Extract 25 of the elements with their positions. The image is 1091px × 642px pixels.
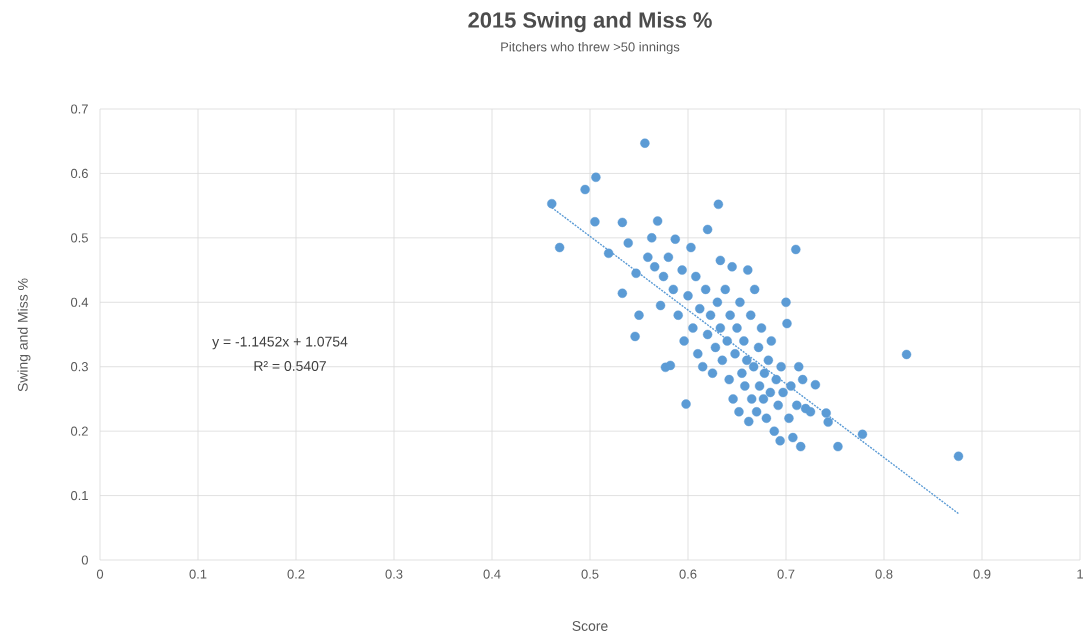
y-tick-label: 0.2 <box>70 426 88 436</box>
x-tick-label: 0.7 <box>777 569 795 579</box>
y-axis-title: Swing and Miss % <box>17 278 31 392</box>
x-tick-label: 0.3 <box>385 569 403 579</box>
y-tick-label: 0 <box>81 555 88 565</box>
chart-subtitle: Pitchers who threw >50 innings <box>501 41 680 55</box>
x-tick-label: 0.4 <box>483 569 501 579</box>
y-tick-label: 0.3 <box>70 362 88 372</box>
x-tick-label: 0.1 <box>189 569 207 579</box>
annotation: y = -1.1452x + 1.0754 <box>212 336 348 350</box>
x-tick-label: 0 <box>96 569 104 579</box>
y-tick-label: 0.6 <box>70 168 88 179</box>
x-tick-label: 0.2 <box>287 569 305 579</box>
y-tick-label: 0.7 <box>70 104 88 114</box>
x-tick-label: 0.6 <box>679 569 697 579</box>
y-tick-label: 0.4 <box>70 297 89 307</box>
x-axis-title: Score <box>572 621 608 631</box>
x-tick-label: 0.9 <box>973 569 991 579</box>
x-tick-label: 1 <box>1077 569 1083 579</box>
y-tick-label: 0.1 <box>70 490 88 501</box>
x-tick-label: 0.8 <box>875 569 893 579</box>
y-tick-label: 0.5 <box>70 233 88 243</box>
x-tick-label: 0.5 <box>581 569 599 579</box>
annotation: R² = 0.5407 <box>254 361 326 371</box>
chart-title: 2015 Swing and Miss % <box>468 11 712 33</box>
